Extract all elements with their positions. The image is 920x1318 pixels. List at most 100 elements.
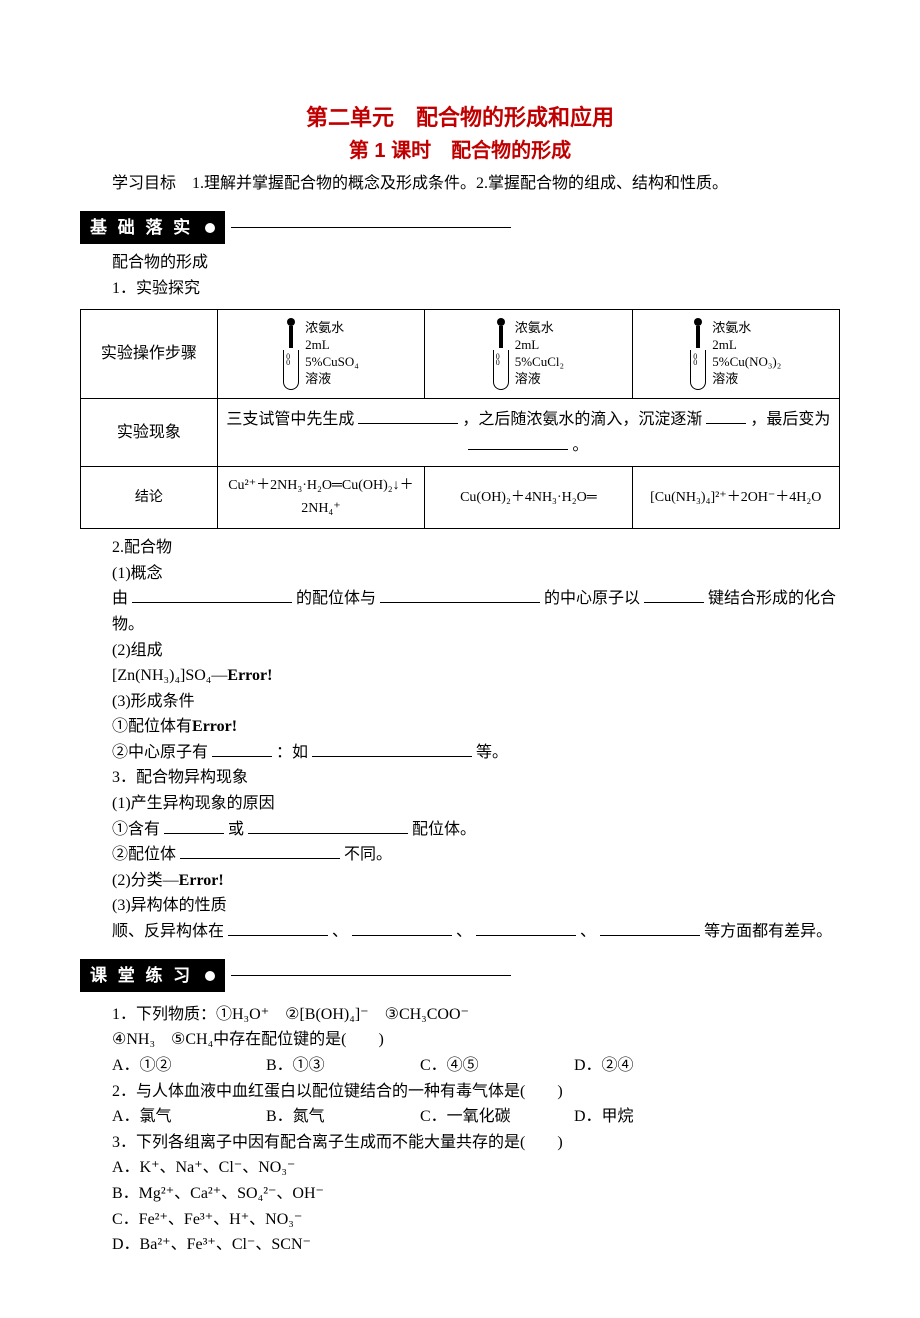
tube-text-2: 浓氨水 2mL 5%CuCl₂ 溶液 (515, 320, 564, 388)
blank (706, 408, 746, 424)
q3d: D．Ba²⁺、Fe³⁺、Cl⁻、SCN⁻ (112, 1232, 840, 1258)
divider-line (231, 975, 511, 976)
error-text: Error! (227, 667, 272, 684)
blank (228, 920, 328, 936)
tube-text-3: 浓氨水 2mL 5%Cu(NO₃)₂ 溶液 (712, 320, 781, 388)
q1-options: A．①② B．①③ C．④⑤ D．②④ (112, 1053, 840, 1079)
blank (180, 843, 340, 859)
c3-1b: ②配位体 不同。 (112, 842, 840, 868)
sep: 、 (332, 923, 348, 940)
c3-2: (2)分类—Error! (112, 868, 840, 894)
title-sub: 第 1 课时 配合物的形成 (80, 135, 840, 167)
tube-cell-1: 00 浓氨水 2mL 5%CuSO₄ 溶液 (217, 310, 424, 399)
error-text: Error! (192, 718, 237, 735)
section-header-practice: 课 堂 练 习 (80, 959, 840, 992)
vol-label: 2mL (515, 337, 564, 354)
test-tube-icon: 00 (493, 350, 509, 390)
phenom-d: 。 (572, 437, 588, 454)
phenom-a: 三支试管中先生成 (226, 411, 354, 428)
txt: 等。 (476, 744, 508, 761)
txt: 的配位体与 (296, 590, 376, 607)
section-badge-text: 课 堂 练 习 (90, 966, 193, 985)
q2-options: A．氯气 B．氮气 C．一氧化碳 D．甲烷 (112, 1104, 840, 1130)
tube-cell-2: 00 浓氨水 2mL 5%CuCl₂ 溶液 (425, 310, 632, 399)
row2-label: 实验现象 (81, 399, 218, 467)
txt: ②中心原子有 (112, 744, 208, 761)
drop-label: 浓氨水 (712, 320, 781, 337)
txt: 顺、反异构体在 (112, 923, 224, 940)
c2-3: (3)形成条件 (112, 689, 840, 715)
formula: [Zn(NH₃)₄]SO₄— (112, 667, 227, 684)
dropper-icon (495, 318, 507, 350)
dropper-icon (285, 318, 297, 350)
dropper-icon (692, 318, 704, 350)
row1-label: 实验操作步骤 (81, 310, 218, 399)
c2-1: (1)概念 (112, 561, 840, 587)
opt-c: C．一氧化碳 (420, 1104, 570, 1130)
blank (164, 818, 224, 834)
blank (132, 587, 292, 603)
blank (212, 741, 272, 757)
blank (476, 920, 576, 936)
opt-a: A．氯气 (112, 1104, 262, 1130)
c2-3b: ②中心原子有 ：如 等。 (112, 740, 840, 766)
q1b: ④NH₃ ⑤CH₄中存在配位键的是( ) (112, 1027, 840, 1053)
c2-3a: ①配位体有Error! (112, 714, 840, 740)
questions: 1．下列物质：①H₃O⁺ ②[B(OH)₄]⁻ ③CH₃COO⁻ ④NH₃ ⑤C… (80, 1002, 840, 1258)
vol-label: 2mL (305, 337, 359, 354)
test-tube-icon: 00 (283, 350, 299, 390)
section-header-basics: 基 础 落 实 (80, 211, 840, 244)
blank (312, 741, 472, 757)
txt: 配位体。 (412, 821, 476, 838)
opt-d: D．甲烷 (574, 1104, 724, 1130)
table-row: 实验操作步骤 00 浓氨水 2mL 5%CuSO₄ 溶液 00 (81, 310, 840, 399)
c3-3line: 顺、反异构体在 、 、 、 等方面都有差异。 (112, 919, 840, 945)
c2-2: (2)组成 (112, 638, 840, 664)
c2-formula-line: [Zn(NH₃)₄]SO₄—Error! (112, 663, 840, 689)
conclusion-3: [Cu(NH₃)₄]²⁺＋2OH⁻＋4H₂O (632, 467, 839, 529)
blank (352, 920, 452, 936)
txt: ①配位体有 (112, 718, 192, 735)
txt: ②配位体 (112, 846, 176, 863)
phenom-b: ，之后随浓氨水的滴入，沉淀逐渐 (462, 411, 702, 428)
sol-suffix: 溶液 (515, 371, 564, 388)
sol-label: 5%CuCl₂ (515, 354, 564, 371)
section-badge-basics: 基 础 落 实 (80, 211, 225, 244)
blank (380, 587, 540, 603)
txt: 不同。 (344, 846, 392, 863)
phenomenon-cell: 三支试管中先生成 ，之后随浓氨水的滴入，沉淀逐渐 ，最后变为 。 (217, 399, 839, 467)
opt-b: B．①③ (266, 1053, 416, 1079)
c3-1a: ①含有 或 配位体。 (112, 817, 840, 843)
basics-heading: 配合物的形成 (112, 250, 840, 276)
txt: (2)分类— (112, 872, 179, 889)
error-text: Error! (179, 872, 224, 889)
basics-item2: 2.配合物 (112, 535, 840, 561)
section-badge-practice: 课 堂 练 习 (80, 959, 225, 992)
sep: 、 (580, 923, 596, 940)
divider-line (231, 227, 511, 228)
drop-label: 浓氨水 (305, 320, 359, 337)
tube-text-1: 浓氨水 2mL 5%CuSO₄ 溶液 (305, 320, 359, 388)
sep: 、 (456, 923, 472, 940)
txt: 的中心原子以 (544, 590, 640, 607)
q3c: C．Fe²⁺、Fe³⁺、H⁺、NO₃⁻ (112, 1207, 840, 1233)
q3: 3．下列各组离子中因有配合离子生成而不能大量共存的是( ) (112, 1130, 840, 1156)
phenom-c: ，最后变为 (750, 411, 830, 428)
title-main: 第二单元 配合物的形成和应用 (80, 100, 840, 135)
blank (600, 920, 700, 936)
c3-3: (3)异构体的性质 (112, 893, 840, 919)
blank (248, 818, 408, 834)
opt-a: A．①② (112, 1053, 262, 1079)
vol-label: 2mL (712, 337, 781, 354)
sol-suffix: 溶液 (305, 371, 359, 388)
txt: 由 (112, 590, 128, 607)
experiment-table: 实验操作步骤 00 浓氨水 2mL 5%CuSO₄ 溶液 00 (80, 309, 840, 529)
blank (644, 587, 704, 603)
q2: 2．与人体血液中血红蛋白以配位键结合的一种有毒气体是( ) (112, 1079, 840, 1105)
conclusion-1: Cu²⁺＋2NH₃·H₂O═Cu(OH)₂↓＋2NH₄⁺ (217, 467, 424, 529)
row1-label-text: 实验操作步骤 (89, 341, 209, 367)
basics-item3: 3．配合物异构现象 (112, 765, 840, 791)
sol-label: 5%Cu(NO₃)₂ (712, 354, 781, 371)
row2-label-text: 实验现象 (89, 420, 209, 446)
tube-cell-3: 00 浓氨水 2mL 5%Cu(NO₃)₂ 溶液 (632, 310, 839, 399)
